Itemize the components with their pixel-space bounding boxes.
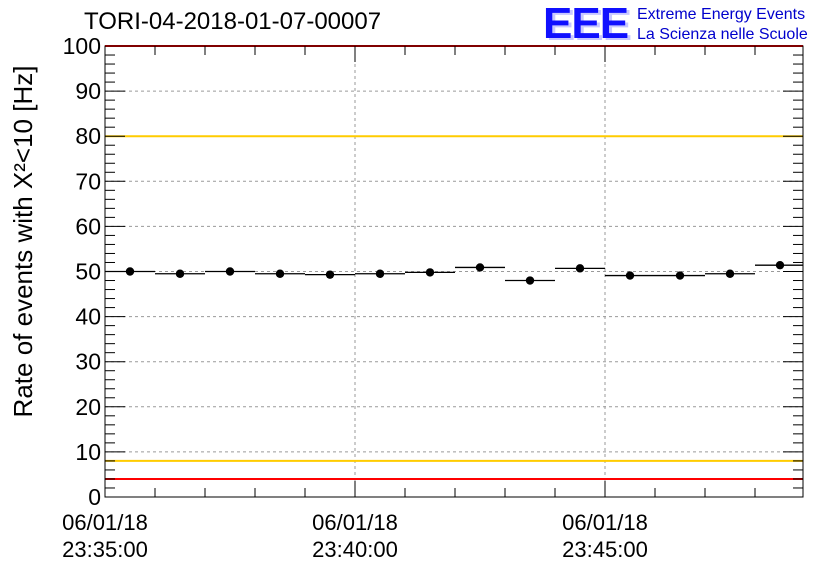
logo-caption-line2: La Scienza nelle Scuole bbox=[637, 26, 808, 43]
y-tick-label: 80 bbox=[75, 123, 101, 149]
eee-logo: EEE bbox=[543, 0, 629, 48]
data-point bbox=[775, 260, 785, 270]
data-point bbox=[725, 269, 735, 278]
y-tick-label: 10 bbox=[75, 439, 101, 465]
y-tick-label: 70 bbox=[75, 168, 101, 194]
y-tick-label: 50 bbox=[75, 259, 101, 285]
y-tick-label: 0 bbox=[88, 484, 101, 510]
y-axis-label: Rate of events with X²<10 [Hz] bbox=[8, 66, 38, 418]
data-point bbox=[675, 271, 685, 280]
y-tick-label: 30 bbox=[75, 349, 101, 375]
data-point bbox=[325, 270, 335, 279]
logo-caption-line1: Extreme Energy Events bbox=[637, 6, 806, 23]
x-tick-label-date: 06/01/18 bbox=[562, 510, 648, 535]
y-tick-label: 40 bbox=[75, 304, 101, 330]
y-tick-label: 20 bbox=[75, 394, 101, 420]
data-point bbox=[175, 269, 185, 278]
data-point bbox=[375, 269, 385, 278]
data-point bbox=[125, 267, 135, 276]
x-tick-label-time: 23:40:00 bbox=[312, 537, 398, 562]
data-point bbox=[475, 263, 485, 272]
y-tick-label: 90 bbox=[75, 78, 101, 104]
y-tick-label: 60 bbox=[75, 213, 101, 239]
y-tick-label: 100 bbox=[63, 33, 101, 59]
x-tick-label-date: 06/01/18 bbox=[62, 510, 148, 535]
x-tick-label-time: 23:45:00 bbox=[562, 537, 648, 562]
data-point bbox=[225, 267, 235, 276]
data-point bbox=[525, 276, 535, 285]
x-tick-label-date: 06/01/18 bbox=[312, 510, 398, 535]
data-point bbox=[425, 268, 435, 277]
data-point bbox=[275, 269, 285, 278]
x-tick-label-time: 23:35:00 bbox=[62, 537, 148, 562]
data-point bbox=[625, 271, 635, 280]
data-point bbox=[575, 264, 585, 273]
chart-title: TORI-04-2018-01-07-00007 bbox=[84, 8, 382, 35]
logo-caption: Extreme Energy Events La Scienza nelle S… bbox=[637, 5, 808, 45]
